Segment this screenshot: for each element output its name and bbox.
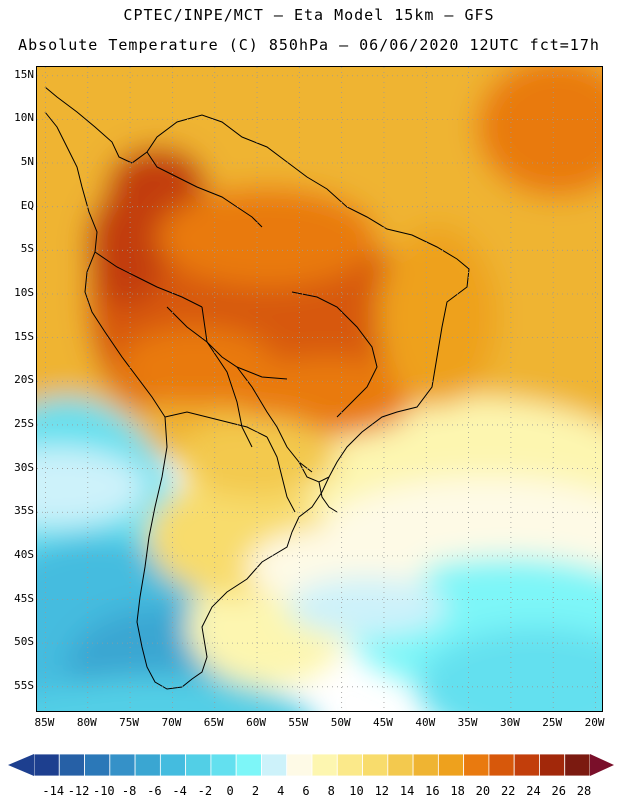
colorbar-swatch bbox=[261, 753, 288, 777]
colorbar-tick-label: -12 bbox=[67, 784, 90, 798]
map-title: CPTEC/INPE/MCT – Eta Model 15km – GFS bbox=[123, 6, 495, 24]
colorbar-tick-label: 16 bbox=[425, 784, 440, 798]
colorbar-swatch bbox=[134, 753, 161, 777]
longitude-tick-label: 55W bbox=[288, 716, 309, 729]
latitude-tick-label: 50S bbox=[14, 635, 34, 649]
colorbar-swatch bbox=[210, 753, 237, 777]
colorbar-tick-label: -14 bbox=[42, 784, 65, 798]
colorbar-swatch bbox=[311, 753, 338, 777]
latitude-tick-label: 45S bbox=[14, 591, 34, 605]
longitude-tick-label: 25W bbox=[542, 716, 563, 729]
latitude-tick-label: 10N bbox=[14, 111, 34, 125]
colorbar-tick-label: 4 bbox=[277, 784, 285, 798]
colorbar-swatch bbox=[84, 753, 111, 777]
latitude-tick-label: 35S bbox=[14, 504, 34, 518]
colorbar-tick-label: 10 bbox=[349, 784, 364, 798]
colorbar-tick-label: -6 bbox=[147, 784, 162, 798]
colorbar-max-arrow bbox=[590, 754, 614, 776]
map-subtitle: Absolute Temperature (C) 850hPa – 06/06/… bbox=[18, 36, 600, 54]
colorbar-swatch bbox=[362, 753, 389, 777]
latitude-tick-label: 5S bbox=[20, 242, 34, 256]
colorbar-tick-label: 14 bbox=[399, 784, 415, 798]
latitude-tick-label: EQ bbox=[20, 198, 34, 212]
longitude-tick-label: 20W bbox=[584, 716, 605, 729]
colorbar-tick-label: 12 bbox=[374, 784, 390, 798]
colorbar-swatch bbox=[109, 753, 136, 777]
latitude-tick-label: 30S bbox=[14, 460, 34, 474]
longitude-tick-label: 50W bbox=[330, 716, 351, 729]
colorbar-tick-label: 18 bbox=[450, 784, 465, 798]
colorbar-tick-label: -8 bbox=[121, 784, 137, 798]
colorbar-swatch bbox=[564, 753, 591, 777]
longitude-tick-label: 80W bbox=[76, 716, 97, 729]
longitude-tick-label: 70W bbox=[161, 716, 182, 729]
colorbar-swatch bbox=[235, 753, 262, 777]
colorbar-min-arrow bbox=[8, 754, 34, 776]
latitude-tick-label: 40S bbox=[14, 547, 34, 561]
temperature-field bbox=[37, 67, 602, 711]
longitude-tick-label: 65W bbox=[203, 716, 224, 729]
colorbar-tick-label: -4 bbox=[172, 784, 187, 798]
longitude-tick-label: 60W bbox=[246, 716, 266, 729]
longitude-tick-label: 75W bbox=[119, 716, 140, 729]
longitude-tick-label: 35W bbox=[457, 716, 478, 729]
colorbar-tick-label: 2 bbox=[251, 784, 260, 798]
latitude-tick-label: 5N bbox=[20, 155, 34, 169]
colorbar-swatch bbox=[58, 753, 85, 777]
longitude-tick-label: 85W bbox=[34, 716, 55, 729]
colorbar-tick-label: 20 bbox=[475, 784, 491, 798]
colorbar-swatch bbox=[463, 753, 490, 777]
colorbar-swatch bbox=[159, 753, 187, 777]
colorbar-swatch bbox=[412, 753, 439, 777]
latitude-tick-label: 15S bbox=[14, 329, 34, 343]
colorbar-tick-label: 6 bbox=[302, 784, 310, 798]
colorbar-swatch bbox=[387, 753, 414, 777]
colorbar-tick-label: 22 bbox=[500, 784, 516, 798]
colorbar-swatch bbox=[185, 753, 212, 777]
latitude-tick-label: 15N bbox=[14, 67, 34, 81]
longitude-tick-label: 30W bbox=[499, 716, 520, 729]
latitude-tick-label: 20S bbox=[14, 373, 34, 387]
colorbar-tick-label: -2 bbox=[197, 784, 213, 798]
latitude-tick-label: 10S bbox=[14, 285, 34, 299]
latitude-tick-label: 55S bbox=[14, 678, 34, 692]
colorbar-tick-label: 0 bbox=[226, 784, 234, 798]
colorbar-swatch bbox=[513, 753, 540, 777]
colorbar-swatch bbox=[539, 753, 566, 777]
colorbar-swatch bbox=[286, 753, 313, 777]
colorbar-tick-label: 24 bbox=[526, 784, 541, 798]
latitude-tick-label: 25S bbox=[14, 416, 34, 430]
colorbar-tick-label: -10 bbox=[92, 784, 115, 798]
longitude-tick-label: 45W bbox=[373, 716, 393, 729]
colorbar-swatch bbox=[437, 753, 465, 777]
colorbar-tick-label: 8 bbox=[327, 784, 335, 798]
colorbar-swatch bbox=[336, 753, 363, 777]
map-panel bbox=[36, 66, 603, 712]
colorbar bbox=[8, 753, 614, 777]
colorbar-tick-label: 28 bbox=[576, 784, 592, 798]
temperature-map bbox=[37, 67, 602, 711]
longitude-tick-label: 40W bbox=[415, 716, 436, 729]
colorbar-swatch bbox=[33, 753, 60, 777]
colorbar-swatch bbox=[488, 753, 515, 777]
colorbar-tick-label: 26 bbox=[551, 784, 566, 798]
